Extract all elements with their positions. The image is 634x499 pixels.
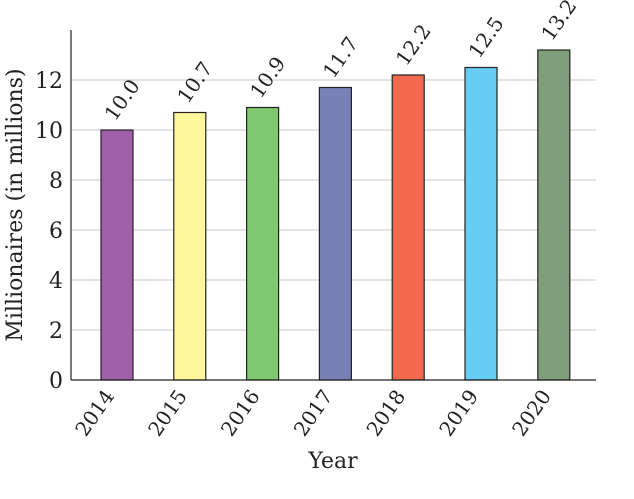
x-tick-label: 2015 [143,385,192,440]
x-tick-label: 2016 [216,385,265,440]
y-tick-label: 2 [49,319,63,344]
y-tick-label: 10 [35,119,63,144]
y-tick-label: 6 [49,219,63,244]
y-tick-label: 4 [49,269,63,294]
x-tick-label: 2014 [70,385,119,440]
y-tick-label: 0 [49,369,63,394]
bar-2019 [464,66,498,381]
bar-value-label: 12.5 [463,12,508,62]
x-tick-label: 2017 [289,385,338,440]
bar-value-label: 11.7 [318,32,363,82]
bar-value-label: 13.2 [536,0,581,45]
x-tick-label: 2019 [434,385,483,440]
axes [70,30,596,381]
bar-2016 [246,106,280,381]
x-tick-labels: 2014 2015 2016 2017 2018 2019 2020 [70,385,556,440]
y-axis-title: Millionaires (in millions) [3,68,28,341]
bar-2018 [391,74,425,381]
bars [100,49,571,381]
bar-2015 [173,111,207,381]
bar-2017 [318,86,352,381]
bar-value-label: 10.9 [245,52,290,102]
x-tick-label: 2020 [507,385,556,440]
bar-2014 [100,129,134,381]
y-tick-labels: 0 2 4 6 8 10 12 [35,69,63,394]
x-axis-title: Year [307,449,358,474]
bar-value-label: 10.0 [99,75,144,125]
bar-value-label: 12.2 [391,20,436,70]
bar-value-label: 10.7 [172,57,217,107]
x-tick-label: 2018 [361,385,410,440]
y-tick-label: 8 [49,169,63,194]
bar-2020 [537,49,571,381]
y-tick-label: 12 [35,69,63,94]
